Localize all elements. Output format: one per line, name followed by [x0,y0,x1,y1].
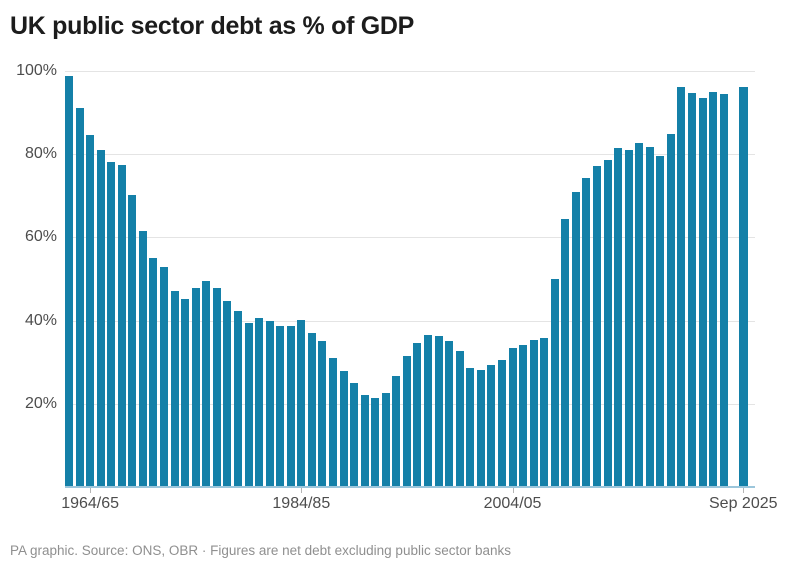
x-axis-tick-label: Sep 2025 [709,495,778,512]
y-axis-tick-label: 60% [24,228,57,246]
bar-1981-82 [265,321,274,487]
bar-1989-90 [350,383,359,487]
x-axis-tick-label: 1984/85 [272,495,331,512]
y-axis-tick-label: 100% [16,62,57,79]
gridline [65,320,755,322]
plot-area: 100% 80% 60% 40% 20% 1964/65 1984/85 2004/05 Se… [16,62,777,512]
bar-1962-63 [65,75,73,487]
bar-1963-64 [75,107,84,487]
bar-Sep-2025 [739,87,749,487]
bar-1977-78 [223,301,232,487]
bar-2024-25 [719,94,728,487]
bar-1965-66 [96,150,105,487]
bar-1988-89 [339,371,348,487]
bar-2006-07 [529,339,538,487]
bar-2023-24 [709,91,718,487]
bar-1973-74 [181,298,190,487]
bar-1986-87 [318,341,327,487]
bar-1980-81 [255,318,264,487]
bar-1984-85 [297,320,306,487]
bar-1969-70 [138,230,147,487]
bar-1983-84 [286,326,295,487]
bar-1972-73 [170,291,179,487]
chart-title: UK public sector debt as % of GDP [10,12,415,40]
bar-1975-76 [202,281,211,487]
bar-1996-97 [424,334,433,487]
bar-2021-22 [688,93,697,487]
bar-2010-11 [571,192,580,487]
bar-2002-03 [487,364,496,487]
bar-2014-15 [614,148,623,487]
bar-2003-04 [497,359,506,487]
bar-1987-88 [329,358,337,487]
bar-1976-77 [212,287,221,487]
bar-2013-14 [603,160,612,487]
x-axis-tick [743,488,745,493]
bar-1992-93 [381,392,390,487]
bar-1968-69 [128,194,137,487]
gridline [65,71,755,72]
bar-1966-67 [107,162,116,487]
gridline [65,154,755,156]
bar-1990-91 [360,394,369,487]
bar-2016-17 [635,142,644,487]
bar-1999-00 [455,351,464,487]
x-axis-line [65,486,755,488]
bar-2001-02 [476,369,485,487]
bar-1995-96 [413,343,422,487]
bar-2018-19 [656,155,665,487]
source-note: PA graphic. Source: ONS, OBR · Figures a… [10,543,511,558]
bar-1997-98 [434,336,443,487]
bar-1967-68 [117,165,126,487]
x-axis-tick-label: 2004/05 [483,495,542,512]
bar-2008-09 [550,279,559,487]
y-axis-tick-label: 40% [24,311,57,329]
x-axis-tick [301,488,303,493]
bar-1974-75 [191,287,200,487]
bar-1970-71 [149,257,158,487]
bar-1971-72 [160,266,169,487]
x-axis-tick [512,488,514,493]
bar-1994-95 [402,356,411,487]
bar-2022-23 [698,98,707,487]
bar-1964-65 [86,135,95,487]
bar-2015-16 [624,150,633,487]
gridline [65,237,755,239]
bar-1978-79 [233,311,242,487]
bar-1993-94 [392,376,401,487]
bar-2019-20 [666,134,675,487]
bar-2007-08 [540,338,549,487]
bar-2012-13 [593,165,601,487]
bar-2017-18 [645,146,654,487]
x-axis-tick-label: 1964/65 [61,495,120,512]
bar-1998-99 [445,341,454,487]
bar-2011-12 [582,178,591,487]
bar-1985-86 [307,332,316,487]
bar-1982-83 [276,326,285,487]
y-axis-tick-label: 20% [24,394,57,412]
bar-2004-05 [508,348,517,487]
bar-2005-06 [519,344,528,487]
x-axis-tick [90,488,92,493]
bar-1991-92 [371,397,380,487]
bar-1979-80 [244,323,253,487]
bar-2020-21 [677,87,686,487]
bar-2009-10 [561,218,570,487]
y-axis-tick-label: 80% [24,145,57,163]
bar-2000-01 [466,368,475,487]
